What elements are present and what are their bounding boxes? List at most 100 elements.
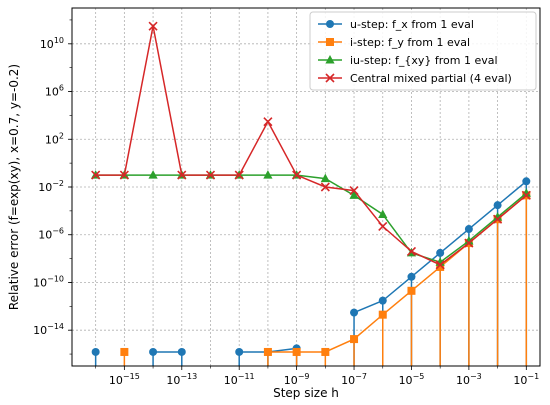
x-tick-exponent: −1 — [527, 372, 539, 381]
data-point — [350, 308, 359, 317]
data-point — [378, 221, 388, 231]
y-tick-label: 10−6 — [38, 227, 64, 242]
y-axis-label: Relative error (f=exp(xy), x=0.7, y=-0.2… — [7, 64, 21, 310]
data-point — [91, 170, 101, 180]
data-point — [234, 170, 244, 180]
x-tick-exponent: −15 — [123, 372, 140, 381]
data-point — [406, 246, 417, 256]
x-tick-base: 10 — [399, 374, 413, 387]
marker-stroke — [320, 182, 330, 192]
marker-stroke — [148, 21, 158, 31]
marker-stroke — [406, 246, 417, 256]
x-tick-base: 10 — [166, 374, 180, 387]
y-tick-exponent: 10 — [54, 36, 64, 45]
legend-swatch-marker — [326, 20, 334, 28]
y-tick-label: 10−10 — [33, 274, 64, 289]
y-tick-label: 10−14 — [33, 322, 64, 337]
data-point — [292, 170, 302, 180]
x-tick-base: 10 — [284, 374, 298, 387]
data-point — [521, 190, 531, 200]
y-tick-base: 10 — [45, 86, 59, 99]
ticks: 10−15 10−13 10−11 10−9 10−7 10−5 10−3 10−110−14… — [33, 19, 539, 387]
series-layer — [91, 21, 531, 366]
x-tick-label: 10−11 — [224, 372, 255, 387]
marker-stroke — [521, 190, 531, 200]
series-line — [95, 26, 527, 266]
data-point — [435, 260, 445, 270]
x-tick-label: 10−1 — [513, 372, 539, 387]
data-point — [263, 117, 273, 127]
marker-stroke — [493, 214, 503, 224]
legend-label: iu-step: f_{xy} from 1 eval — [350, 54, 498, 67]
data-point — [436, 262, 445, 271]
data-point — [378, 209, 388, 218]
data-point — [349, 186, 359, 196]
legend-label: Central mixed partial (4 eval) — [350, 72, 512, 85]
y-tick-base: 10 — [38, 181, 52, 194]
data-point — [119, 170, 129, 180]
y-tick-base: 10 — [45, 133, 59, 146]
series-4 — [91, 21, 531, 270]
x-tick-base: 10 — [224, 374, 238, 387]
data-point — [493, 201, 502, 210]
x-tick-exponent: −5 — [413, 372, 425, 381]
data-point — [263, 347, 272, 356]
x-tick-label: 10−3 — [456, 372, 482, 387]
data-point — [464, 238, 474, 248]
data-point — [464, 235, 474, 245]
y-tick-label: 10−2 — [38, 179, 64, 194]
y-tick-base: 10 — [33, 324, 47, 337]
legend-item: iu-step: f_{xy} from 1 eval — [318, 54, 498, 67]
marker-stroke — [263, 117, 273, 127]
data-point — [205, 170, 216, 180]
data-point — [235, 347, 244, 356]
data-point — [349, 190, 359, 199]
data-point — [522, 177, 531, 186]
data-point — [263, 170, 273, 179]
x-tick-label: 10−15 — [109, 372, 140, 387]
data-point — [521, 188, 531, 197]
x-tick-label: 10−13 — [166, 372, 197, 387]
marker-stroke — [91, 170, 101, 180]
x-tick-exponent: −11 — [238, 372, 255, 381]
y-tick-base: 10 — [38, 229, 52, 242]
x-tick-exponent: −9 — [298, 372, 310, 381]
y-tick-label: 1010 — [40, 36, 64, 51]
data-point — [350, 335, 359, 344]
data-point — [378, 310, 387, 319]
data-point — [149, 347, 158, 356]
marker-stroke — [205, 170, 216, 180]
marker-stroke — [119, 170, 129, 180]
data-point — [493, 214, 503, 224]
y-tick-exponent: −6 — [52, 227, 64, 236]
y-tick-exponent: 2 — [59, 131, 64, 140]
marker-stroke — [435, 260, 445, 270]
data-point — [320, 182, 330, 192]
x-tick-label: 10−7 — [341, 372, 367, 387]
data-point — [120, 347, 129, 356]
y-tick-label: 102 — [45, 131, 64, 146]
marker-stroke — [464, 238, 474, 248]
legend-label: u-step: f_x from 1 eval — [350, 18, 474, 31]
y-tick-label: 106 — [45, 84, 64, 99]
data-point — [378, 296, 387, 305]
marker-stroke — [378, 221, 388, 231]
y-tick-base: 10 — [33, 276, 47, 289]
legend-label: i-step: f_y from 1 eval — [350, 36, 470, 49]
data-point — [292, 347, 301, 356]
marker-stroke — [292, 170, 302, 180]
legend-swatch-marker — [325, 73, 335, 83]
legend-swatch-marker — [325, 55, 335, 64]
marker-stroke — [349, 186, 359, 196]
data-point — [177, 347, 186, 356]
x-tick-base: 10 — [456, 374, 470, 387]
data-point — [148, 170, 158, 179]
legend-box — [309, 11, 537, 91]
x-tick-label: 10−9 — [284, 372, 310, 387]
data-point — [321, 347, 330, 356]
x-tick-exponent: −13 — [180, 372, 197, 381]
legend-item: Central mixed partial (4 eval) — [318, 72, 512, 85]
x-tick-exponent: −7 — [355, 372, 367, 381]
data-point — [320, 173, 330, 183]
